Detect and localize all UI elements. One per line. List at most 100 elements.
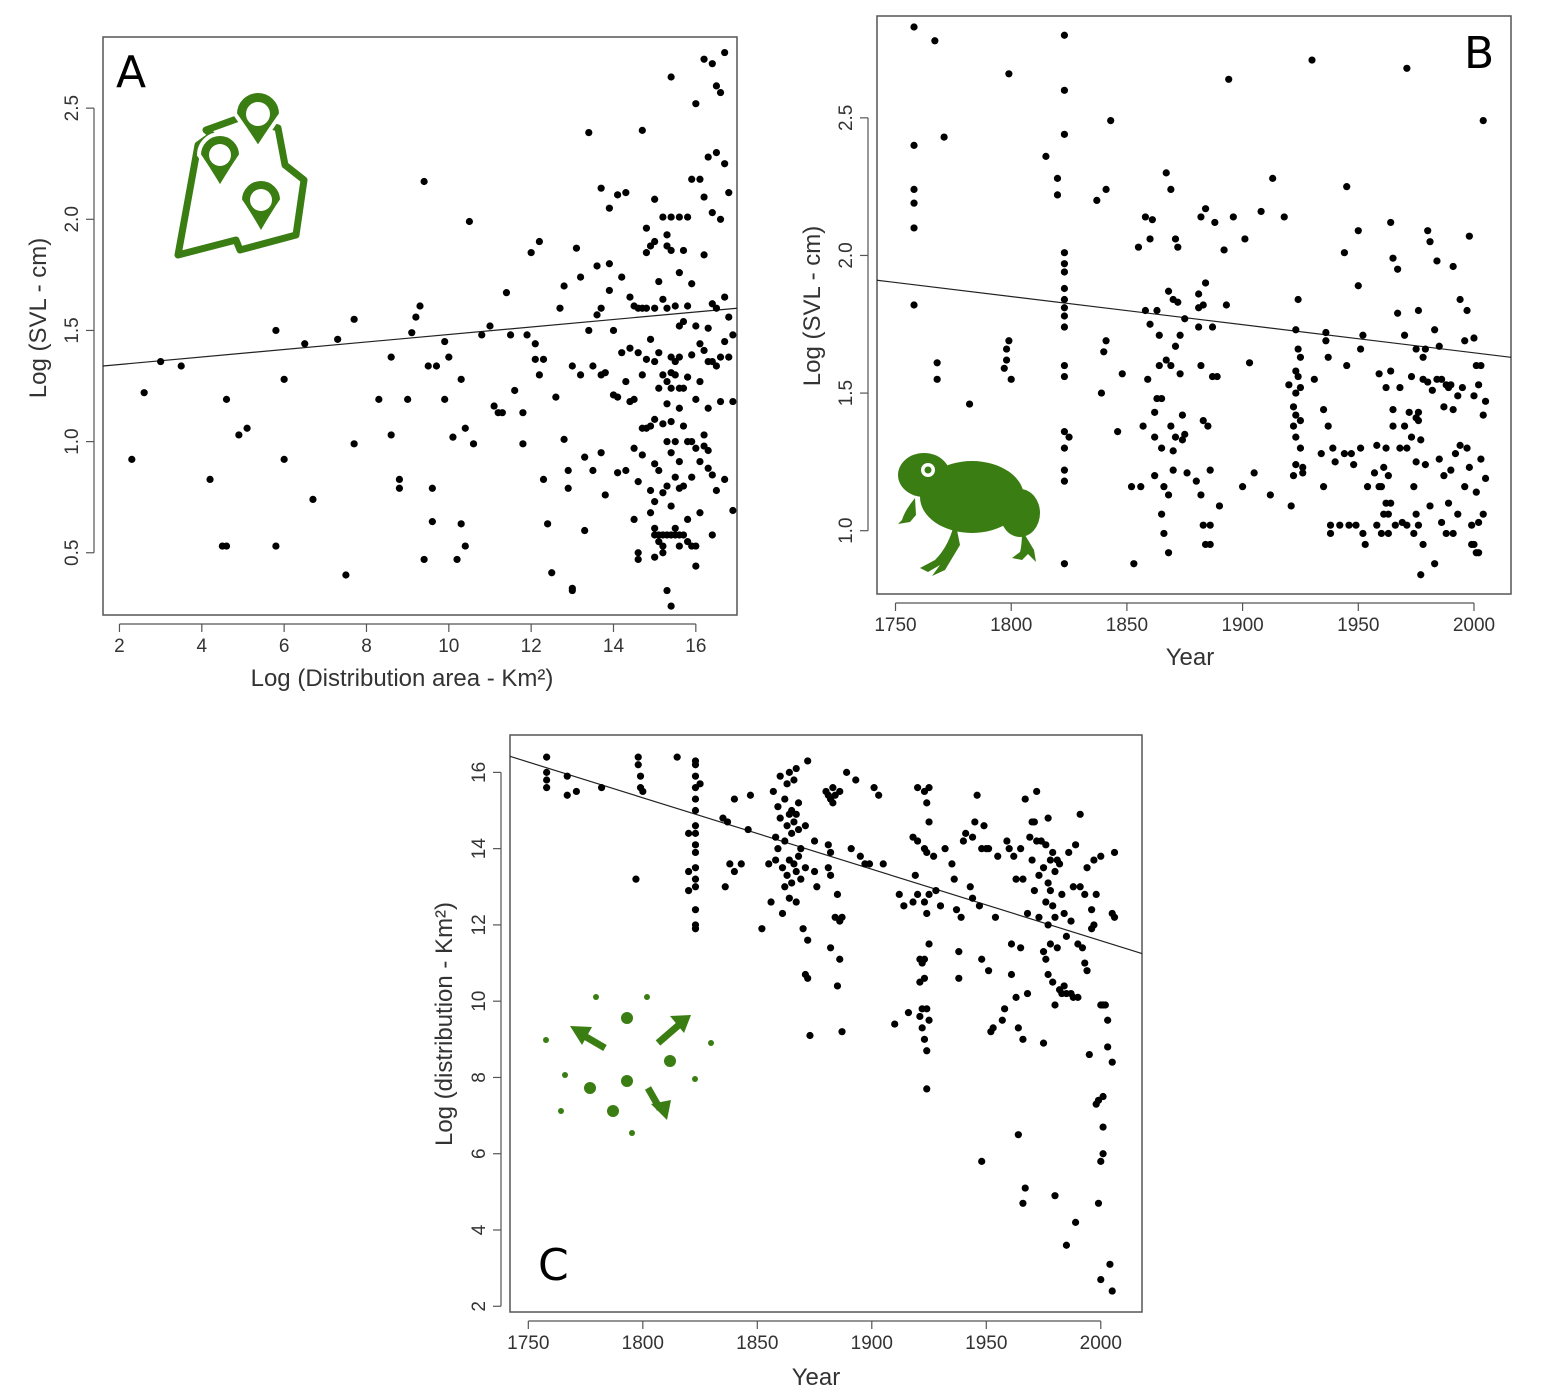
panel-c-data-point xyxy=(543,784,551,792)
panel-a-data-point xyxy=(404,395,412,403)
panel-a-data-point xyxy=(671,438,679,446)
panel-c-data-point xyxy=(923,909,931,918)
panel-c-data-point xyxy=(1051,1192,1059,1200)
panel-b-data-point xyxy=(1322,337,1330,345)
panel-c-ticks: 1750 1800 1850 1900 1950 2000 2 4 6 8 10 12 14 16 xyxy=(469,762,1122,1354)
panel-a-data-point xyxy=(539,355,548,363)
panel-b-data-point xyxy=(1178,411,1187,419)
panel-b-data-point xyxy=(1410,483,1418,491)
panel-b-data-point xyxy=(1201,279,1210,287)
panel-a-data-point xyxy=(618,349,626,357)
panel-a-data-point xyxy=(626,344,634,352)
panel-c-data-point xyxy=(989,1024,997,1032)
panel-c-data-point xyxy=(1067,917,1075,925)
panel-c-data-point xyxy=(1053,944,1061,952)
panel-c-data-point xyxy=(691,795,700,803)
panel-c-data-point xyxy=(1046,886,1055,895)
panel-a-data-point xyxy=(651,498,659,506)
panel-c-data-point xyxy=(1097,852,1105,860)
panel-a-data-point xyxy=(667,417,675,426)
panel-b-data-point xyxy=(1176,331,1184,339)
panel-b-data-point xyxy=(1060,361,1069,370)
panel-b-data-point xyxy=(1151,408,1159,416)
panel-a-data-point xyxy=(597,184,605,192)
panel-b-data-point xyxy=(1060,323,1069,331)
panel-c-x-tick-label: 1850 xyxy=(736,1333,778,1354)
panel-b-data-point xyxy=(1167,185,1175,193)
panel-b-data-point xyxy=(1426,502,1434,510)
panel-a-data-point xyxy=(716,88,725,97)
panel-b-data-point xyxy=(1146,235,1154,243)
panel-c-data-point xyxy=(1049,978,1057,986)
panel-b-data-point xyxy=(1238,483,1247,491)
panel-a-data-point xyxy=(696,458,704,466)
panel-b-data-point xyxy=(1431,326,1439,334)
panel-c-data-point xyxy=(833,890,842,899)
panel-a-data-point xyxy=(659,549,667,557)
panel-a-data-point xyxy=(663,586,671,595)
panel-a-data-point xyxy=(675,542,683,550)
panel-b-data-point xyxy=(1294,295,1302,304)
panel-a-data-point xyxy=(663,438,671,446)
panel-b-data-point xyxy=(1343,361,1351,370)
panel-a-data-point xyxy=(671,371,679,379)
panel-a-y-tick-label: 1.5 xyxy=(62,317,83,343)
panel-a-data-point xyxy=(630,395,638,403)
panel-b-data-point xyxy=(910,185,918,193)
panel-a-data-point xyxy=(605,286,613,295)
panel-b-data-point xyxy=(1389,405,1397,414)
panel-b-data-point xyxy=(1167,422,1175,430)
panel-c-y-tick-label: 4 xyxy=(469,1224,490,1235)
panel-b-data-point xyxy=(1060,428,1069,436)
panel-c-data-point xyxy=(826,944,835,952)
panel-b-data-point xyxy=(1336,521,1344,529)
panel-b-data-point xyxy=(1377,483,1386,491)
panel-b-data-point xyxy=(1183,469,1191,477)
panel-b-data-point xyxy=(1292,326,1300,334)
panel-a-data-point xyxy=(667,213,675,221)
panel-c-data-point xyxy=(781,883,789,891)
panel-c-data-point xyxy=(563,772,571,780)
panel-c-data-point xyxy=(543,753,551,761)
panel-c-data-point xyxy=(799,925,807,933)
panel-b-data-point xyxy=(1005,337,1013,345)
panel-b-data-point xyxy=(1164,549,1173,557)
panel-b-data-point xyxy=(1181,430,1189,438)
panel-c-data-point xyxy=(904,1009,913,1017)
panel-a-data-point xyxy=(622,466,630,475)
panel-b-data-point xyxy=(1197,213,1205,221)
panel-b-data-point xyxy=(1002,345,1011,353)
panel-c-data-point xyxy=(829,784,837,792)
panel-a-data-point xyxy=(651,357,659,366)
panel-a-data-point xyxy=(432,362,441,370)
panel-c-data-point xyxy=(1046,940,1055,948)
panel-c-data-point xyxy=(913,890,922,899)
panel-c-data-point xyxy=(1039,864,1048,872)
panel-c-data-point xyxy=(909,898,917,906)
panel-a-data-point xyxy=(375,395,383,403)
panel-b-data-point xyxy=(1317,450,1325,458)
panel-c-data-point xyxy=(746,791,755,799)
panel-c-data-point xyxy=(781,837,789,845)
panel-c-data-point xyxy=(1023,989,1032,998)
panel-a-data-point xyxy=(387,431,395,439)
panel-a-data-point xyxy=(622,377,630,386)
panel-c-data-point xyxy=(1081,890,1089,899)
panel-b-data-point xyxy=(1280,213,1288,221)
panel-a-data-point xyxy=(671,524,679,532)
panel-c-data-point xyxy=(778,909,787,918)
panel-b-data-point xyxy=(1412,345,1420,353)
panel-b-data-point xyxy=(1414,417,1423,425)
panel-c-data-point xyxy=(1078,944,1087,952)
panel-a-data-point xyxy=(469,440,478,448)
panel-b-data-point xyxy=(1417,571,1425,579)
panel-c-data-point xyxy=(1017,845,1025,853)
panel-c-data-point xyxy=(1030,818,1038,826)
panel-c-data-point xyxy=(778,864,787,872)
panel-c-data-point xyxy=(1049,902,1057,910)
panel-c-data-point xyxy=(806,1031,814,1040)
panel-b-data-point xyxy=(1403,64,1411,72)
panel-b-data-point xyxy=(1292,411,1300,419)
panel-b-data-point xyxy=(1211,218,1219,227)
